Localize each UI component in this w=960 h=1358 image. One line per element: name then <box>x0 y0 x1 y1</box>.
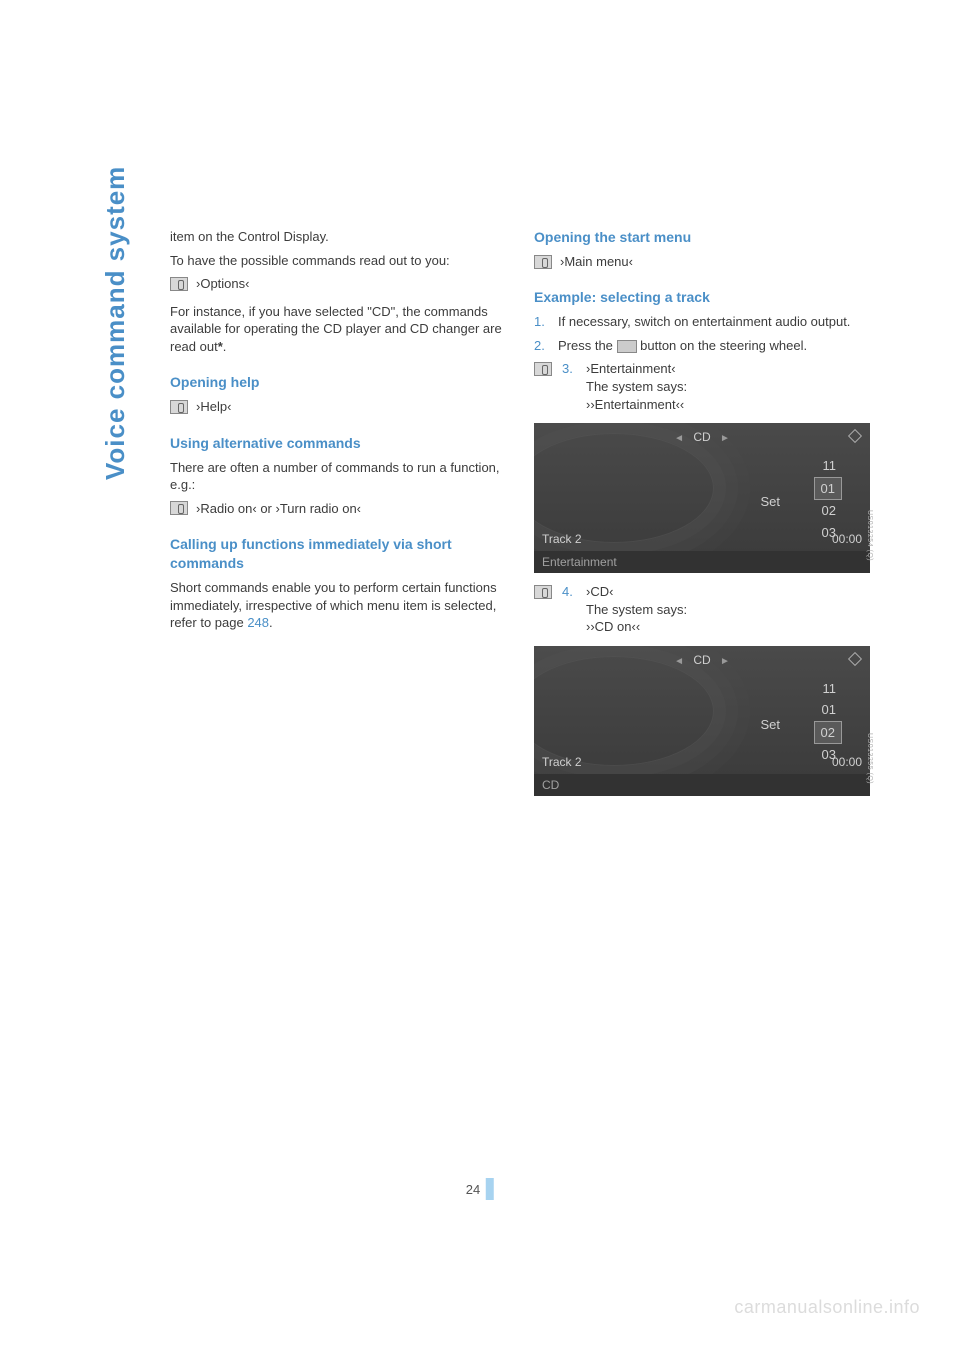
watermark: carmanualsonline.info <box>734 1297 920 1318</box>
ss1-header: ◄ CD ► <box>534 429 870 446</box>
cd-note-suffix: . <box>223 339 227 354</box>
page-number: 24 <box>466 1178 494 1200</box>
intro-line-1: item on the Control Display. <box>170 228 506 246</box>
ss2-track: Track 2 <box>542 754 582 770</box>
ss2-item-2: 02 <box>814 721 842 745</box>
screenshot-2-wrap: ◄ CD ► Set 11 01 02 03 Track 2 00:00 CD … <box>534 646 870 796</box>
heading-example-track: Example: selecting a track <box>534 288 870 307</box>
ss1-item-0: 11 <box>814 455 842 477</box>
voice-icon <box>170 501 188 515</box>
ss1-item-1: 01 <box>814 477 842 501</box>
left-column: item on the Control Display. To have the… <box>170 228 506 806</box>
step-4: 4. ›CD‹ The system says: ››CD on‹‹ <box>534 583 870 636</box>
main-menu-command: ›Main menu‹ <box>560 253 633 271</box>
right-column: Opening the start menu ›Main menu‹ Examp… <box>534 228 870 806</box>
voice-icon <box>534 585 552 599</box>
step-number: 1. <box>534 313 548 331</box>
ss1-item-2: 02 <box>814 500 842 522</box>
step-2-text: Press the button on the steering wheel. <box>558 337 870 355</box>
page-number-value: 24 <box>466 1182 480 1197</box>
heading-start-menu: Opening the start menu <box>534 228 870 247</box>
step-3: 3. ›Entertainment‹ The system says: ››En… <box>534 360 870 413</box>
help-command: ›Help‹ <box>196 398 231 416</box>
right-arrow-icon: ► <box>720 433 730 444</box>
step-3-response: ››Entertainment‹‹ <box>586 396 870 414</box>
step-number: 2. <box>534 337 548 355</box>
ss2-header: ◄ CD ► <box>534 652 870 669</box>
wave-graphic <box>534 433 714 543</box>
step-number: 4. <box>562 583 576 636</box>
cd-command: ›CD‹ <box>586 583 870 601</box>
heading-short-commands: Calling up functions immediately via sho… <box>170 535 506 573</box>
ss2-caption: US013255 (Q) <box>865 733 874 784</box>
ss2-header-label: CD <box>693 653 710 667</box>
step-2-b: button on the steering wheel. <box>637 338 808 353</box>
step-2: 2. Press the button on the steering whee… <box>534 337 870 355</box>
page-content: item on the Control Display. To have the… <box>170 228 870 806</box>
screenshot-1-wrap: ◄ CD ► Set 11 01 02 03 Track 2 00:00 Ent… <box>534 423 870 573</box>
ss1-caption: US013254 (Q) <box>865 510 874 561</box>
step-3-says: The system says: <box>586 378 870 396</box>
ss1-header-label: CD <box>693 430 710 444</box>
page-number-bar <box>486 1178 494 1200</box>
side-section-title: Voice command system <box>100 166 131 480</box>
ss1-track: Track 2 <box>542 531 582 547</box>
options-command-row: ›Options‹ <box>170 275 506 293</box>
step-1: 1. If necessary, switch on entertainment… <box>534 313 870 331</box>
step-3-body: ›Entertainment‹ The system says: ››Enter… <box>586 360 870 413</box>
screenshot-cd: ◄ CD ► Set 11 01 02 03 Track 2 00:00 CD <box>534 646 870 796</box>
entertainment-command: ›Entertainment‹ <box>586 360 870 378</box>
ss2-item-0: 11 <box>814 678 842 700</box>
left-arrow-icon: ◄ <box>674 656 684 667</box>
page-link-248[interactable]: 248 <box>247 615 269 630</box>
ss1-footer: Entertainment <box>534 551 870 573</box>
ss2-time: 00:00 <box>832 754 862 770</box>
ss1-time: 00:00 <box>832 531 862 547</box>
voice-icon <box>534 362 552 376</box>
short-commands-text: Short commands enable you to perform cer… <box>170 579 506 632</box>
radio-on-command: ›Radio on‹ <box>196 501 257 516</box>
radio-command-wrap: ›Radio on‹ or ›Turn radio on‹ <box>196 500 361 518</box>
wave-graphic <box>534 656 714 766</box>
voice-button-icon <box>617 340 637 353</box>
heading-alt-commands: Using alternative commands <box>170 434 506 453</box>
step-1-text: If necessary, switch on entertainment au… <box>558 313 870 331</box>
step-number: 3. <box>562 360 576 413</box>
main-menu-command-row: ›Main menu‹ <box>534 253 870 271</box>
step-4-says: The system says: <box>586 601 870 619</box>
voice-icon <box>170 400 188 414</box>
step-4-body: ›CD‹ The system says: ››CD on‹‹ <box>586 583 870 636</box>
radio-or: or <box>257 501 276 516</box>
cd-note: For instance, if you have selected "CD",… <box>170 303 506 356</box>
step-2-a: Press the <box>558 338 617 353</box>
help-command-row: ›Help‹ <box>170 398 506 416</box>
radio-command-row: ›Radio on‹ or ›Turn radio on‹ <box>170 500 506 518</box>
short-text-a: Short commands enable you to perform cer… <box>170 580 497 630</box>
heading-opening-help: Opening help <box>170 373 506 392</box>
ss2-footer: CD <box>534 774 870 796</box>
step-4-response: ››CD on‹‹ <box>586 618 870 636</box>
left-arrow-icon: ◄ <box>674 433 684 444</box>
turn-radio-on-command: ›Turn radio on‹ <box>276 501 362 516</box>
voice-icon <box>170 277 188 291</box>
ss2-set-label: Set <box>760 716 780 734</box>
intro-line-2: To have the possible commands read out t… <box>170 252 506 270</box>
screenshot-entertainment: ◄ CD ► Set 11 01 02 03 Track 2 00:00 Ent… <box>534 423 870 573</box>
alt-commands-text: There are often a number of commands to … <box>170 459 506 494</box>
ss2-item-1: 01 <box>814 699 842 721</box>
ss1-set-label: Set <box>760 493 780 511</box>
voice-icon <box>534 255 552 269</box>
right-arrow-icon: ► <box>720 656 730 667</box>
short-text-b: . <box>269 615 273 630</box>
options-command: ›Options‹ <box>196 275 249 293</box>
